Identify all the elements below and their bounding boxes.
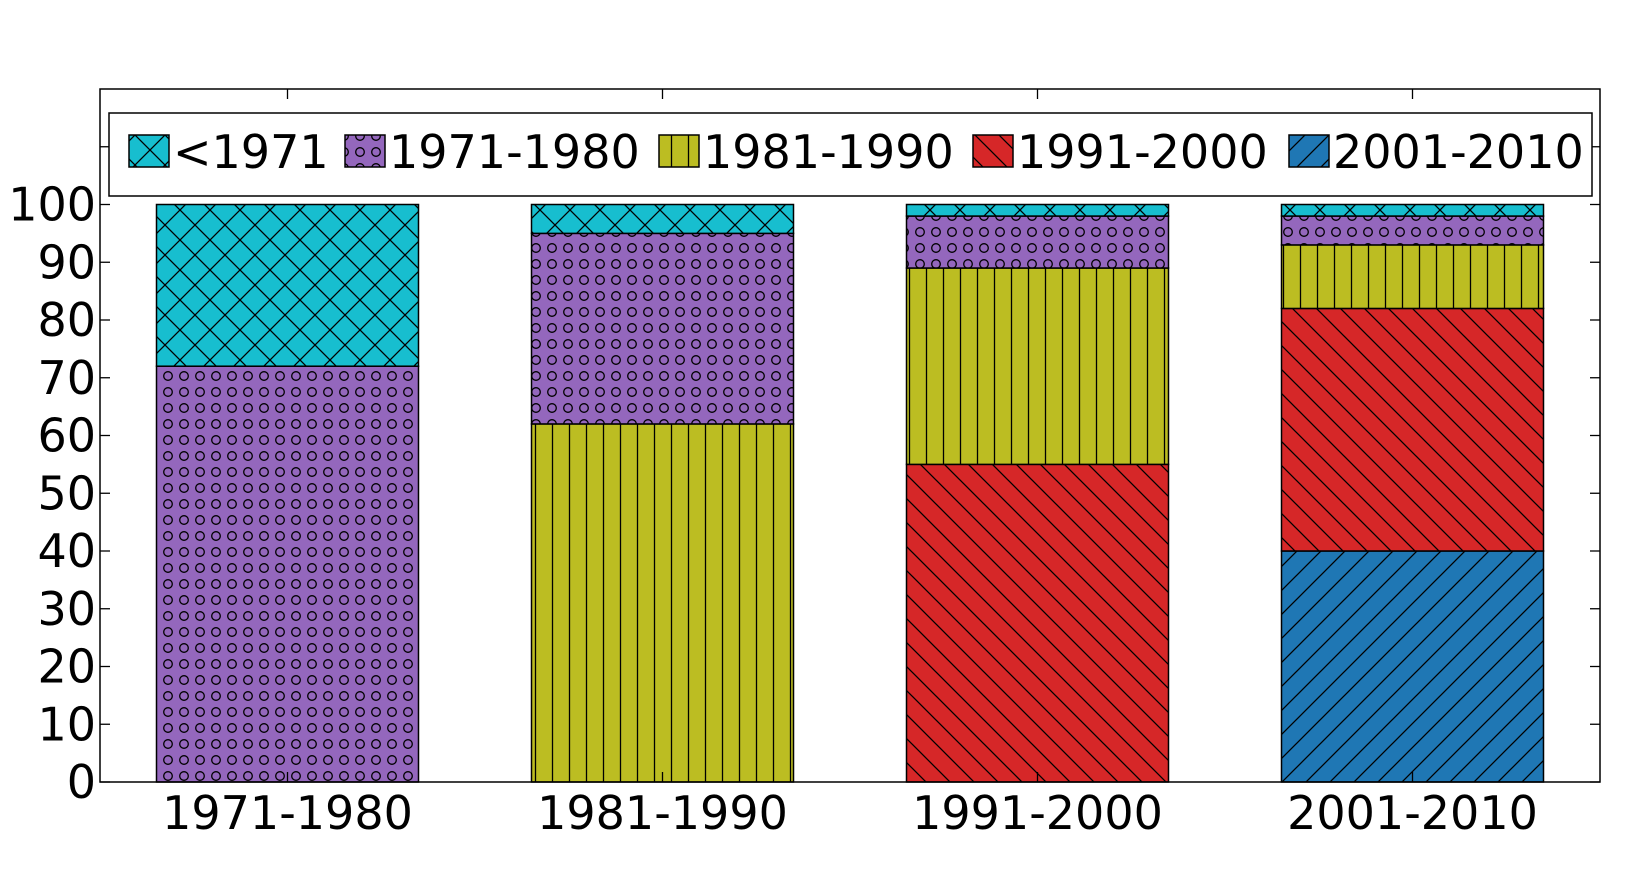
bar-segment-1991-2000-1971 <box>905 203 1170 217</box>
legend-item-1971-1980: 1971-1980 <box>344 125 640 179</box>
y-tick-label-30: 30 <box>37 582 96 636</box>
y-tick-label-50: 50 <box>37 466 96 520</box>
bar-stack-1981-1990 <box>530 203 795 783</box>
bar-segment-2001-2010-2001-2010 <box>1280 550 1545 783</box>
legend-swatch-1991-2000 <box>972 134 1014 168</box>
legend-label-1991-2000: 1991-2000 <box>1017 125 1268 179</box>
bar-segment-2001-2010-1991-2000 <box>1280 307 1545 552</box>
x-tick-label-1991-2000: 1991-2000 <box>912 786 1163 840</box>
legend: <1971 1971-1980 1981-1990 1991-2000 2001-201… <box>108 112 1593 197</box>
x-tick-label-1971-1980: 1971-1980 <box>162 786 413 840</box>
bar-segment-1981-1990-1981-1990 <box>530 423 795 783</box>
legend-swatch-1971 <box>128 134 170 168</box>
bar-stack-1971-1980 <box>155 203 420 783</box>
legend-swatch-1981-1990 <box>658 134 700 168</box>
y-tick-label-40: 40 <box>37 524 96 578</box>
legend-swatch-2001-2010 <box>1288 134 1330 168</box>
bar-segment-1991-2000-1991-2000 <box>905 463 1170 783</box>
bar-segment-1971-1980-1971 <box>155 203 420 367</box>
y-tick-label-80: 80 <box>37 293 96 347</box>
legend-item-1981-1990: 1981-1990 <box>658 125 954 179</box>
bar-stack-1991-2000 <box>905 203 1170 783</box>
legend-label-1981-1990: 1981-1990 <box>703 125 954 179</box>
y-tick-label-10: 10 <box>37 697 96 751</box>
legend-item-1971: <1971 <box>128 125 329 179</box>
legend-label-1971-1980: 1971-1980 <box>389 125 640 179</box>
legend-item-2001-2010: 2001-2010 <box>1288 125 1584 179</box>
legend-item-1991-2000: 1991-2000 <box>972 125 1268 179</box>
legend-label-2001-2010: 2001-2010 <box>1333 125 1584 179</box>
y-tick-label-0: 0 <box>67 755 96 809</box>
legend-label-1971: <1971 <box>173 125 329 179</box>
y-tick-label-20: 20 <box>37 640 96 694</box>
x-tick-label-1981-1990: 1981-1990 <box>537 786 788 840</box>
y-tick-label-60: 60 <box>37 409 96 463</box>
bar-segment-2001-2010-1981-1990 <box>1280 244 1545 310</box>
y-tick-label-90: 90 <box>37 235 96 289</box>
legend-swatch-1971-1980 <box>344 134 386 168</box>
bar-segment-1981-1990-1971 <box>530 203 795 235</box>
bar-segment-1991-2000-1981-1990 <box>905 267 1170 466</box>
bar-segment-2001-2010-1971-1980 <box>1280 215 1545 246</box>
bar-segment-1981-1990-1971-1980 <box>530 232 795 425</box>
bar-segment-1971-1980-1971-1980 <box>155 365 420 783</box>
bar-segment-1991-2000-1971-1980 <box>905 215 1170 269</box>
y-tick-label-70: 70 <box>37 351 96 405</box>
bar-segment-2001-2010-1971 <box>1280 203 1545 217</box>
y-tick-label-100: 100 <box>8 178 96 232</box>
bar-stack-2001-2010 <box>1280 203 1545 783</box>
bars-layer <box>155 203 1545 783</box>
x-tick-label-2001-2010: 2001-2010 <box>1287 786 1538 840</box>
